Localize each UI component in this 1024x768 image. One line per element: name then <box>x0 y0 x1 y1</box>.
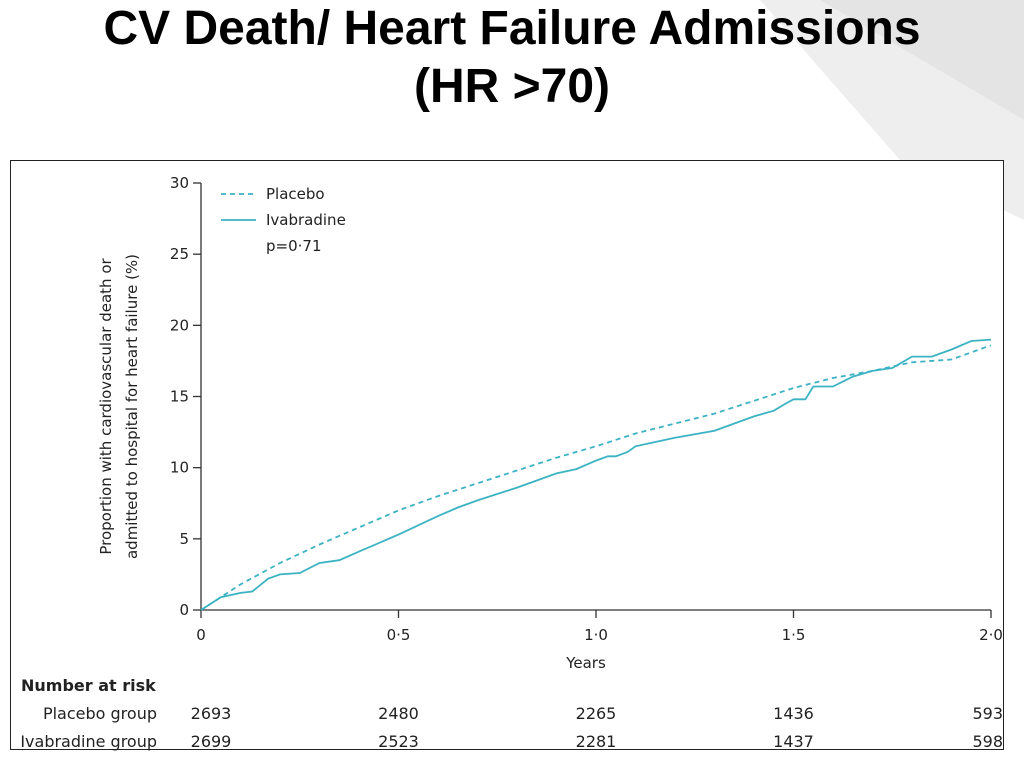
risk-value: 598 <box>972 732 1003 751</box>
legend-label-ivabradine: Ivabradine <box>266 211 346 229</box>
legend-label-placebo: Placebo <box>266 185 325 203</box>
x-tick-label: 2·0 <box>979 626 1003 644</box>
series-line-ivabradine <box>200 338 992 611</box>
km-chart: 0 5 10 15 20 25 30 0 0·5 1·0 1·5 2·0 Years Proportion… <box>20 174 1003 751</box>
risk-value: 2523 <box>378 732 419 751</box>
risk-value: 2480 <box>378 704 419 723</box>
risk-value: 2265 <box>576 704 617 723</box>
series-line-placebo <box>200 344 992 611</box>
x-tick-label: 1·5 <box>782 626 806 644</box>
risk-table-title: Number at risk <box>21 676 156 695</box>
risk-value: 1436 <box>773 704 814 723</box>
p-value-label: p=0·71 <box>266 237 322 255</box>
y-tick-label: 0 <box>179 601 189 619</box>
figure-frame: 0 5 10 15 20 25 30 0 0·5 1·0 1·5 2·0 Years Proportion… <box>10 160 1004 751</box>
x-axis-title: Years <box>565 654 606 672</box>
slide-title-line2: (HR >70) <box>413 60 611 113</box>
x-tick-label: 1·0 <box>584 626 608 644</box>
risk-value: 2281 <box>576 732 617 751</box>
x-tick-label: 0·5 <box>387 626 411 644</box>
risk-value: 2693 <box>191 704 232 723</box>
x-tick-label: 0 <box>196 626 206 644</box>
y-axis-title-line1: Proportion with cardiovascular death or <box>97 258 115 555</box>
y-tick-label: 15 <box>170 388 189 406</box>
y-tick-label: 25 <box>170 245 189 263</box>
risk-row-label: Ivabradine group <box>20 732 157 751</box>
y-tick-label: 20 <box>170 316 189 334</box>
risk-value: 593 <box>972 704 1003 723</box>
y-tick-label: 10 <box>170 459 189 477</box>
risk-row-label: Placebo group <box>43 704 157 723</box>
y-tick-label: 5 <box>179 530 189 548</box>
risk-value: 2699 <box>191 732 232 751</box>
y-tick-label: 30 <box>170 174 189 192</box>
slide-title-line1: CV Death/ Heart Failure Admissions <box>103 2 921 55</box>
y-axis-title-line2: admitted to hospital for heart failure (… <box>123 254 141 559</box>
slide-title: CV Death/ Heart Failure Admissions (HR >… <box>0 0 1024 116</box>
risk-value: 1437 <box>773 732 814 751</box>
